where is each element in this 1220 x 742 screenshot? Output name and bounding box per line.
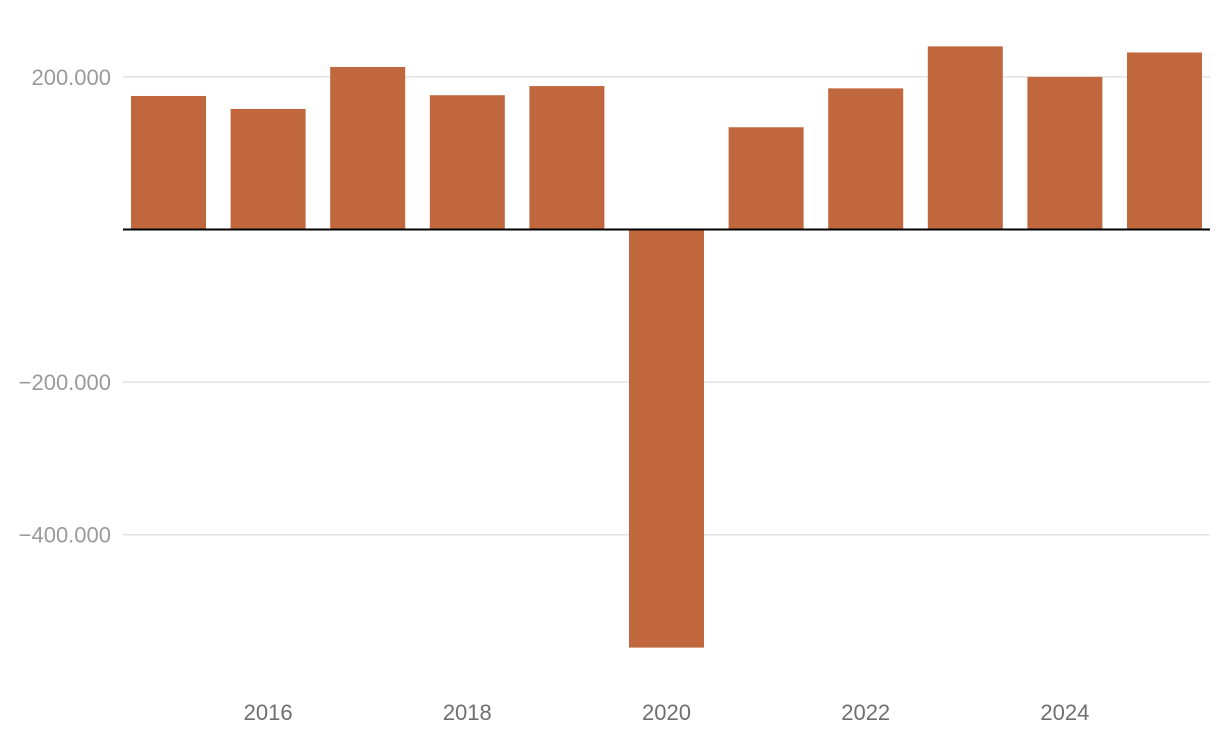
- bar-2025: [1127, 52, 1202, 230]
- x-tick-label: 2020: [642, 700, 691, 725]
- y-tick-label: 200.000: [31, 65, 111, 90]
- x-tick-label: 2024: [1040, 700, 1089, 725]
- bar-2016: [230, 108, 306, 230]
- bar-2017: [330, 66, 406, 230]
- bars: [131, 46, 1202, 648]
- bar-2020: [629, 229, 704, 648]
- y-tick-labels: 200.000 −200.000 −400.000: [19, 65, 111, 548]
- x-tick-label: 2022: [841, 700, 890, 725]
- bar-2019: [529, 86, 605, 230]
- bar-2021: [728, 127, 804, 230]
- bar-2015: [131, 95, 206, 230]
- y-tick-label: −400.000: [19, 523, 111, 548]
- x-tick-label: 2016: [244, 700, 293, 725]
- x-tick-label: 2018: [443, 700, 492, 725]
- bar-2023: [927, 46, 1003, 230]
- bar-2024: [1027, 76, 1103, 230]
- bar-2018: [429, 95, 505, 230]
- y-tick-label: −200.000: [19, 370, 111, 395]
- bar-2022: [828, 88, 904, 230]
- x-tick-labels: 2016 2018 2020 2022 2024: [244, 700, 1090, 725]
